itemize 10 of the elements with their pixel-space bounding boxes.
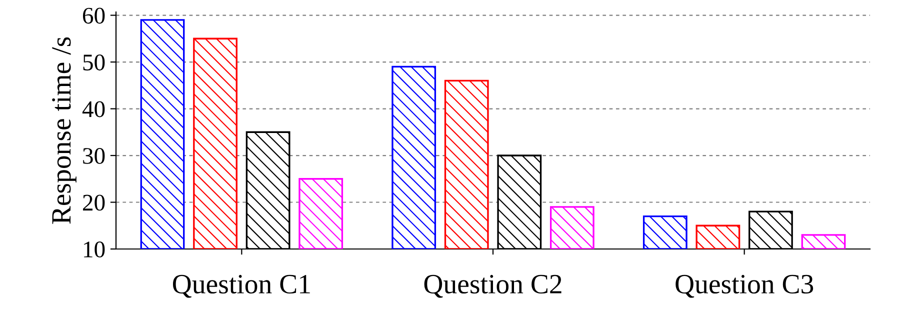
y-tick-label: 60 xyxy=(82,8,105,24)
x-tick-label: Question C3 xyxy=(676,274,814,298)
y-tick-label: 40 xyxy=(82,101,105,118)
x-tick-label: Question C2 xyxy=(424,274,562,298)
y-axis-title: Response time /s xyxy=(52,37,76,224)
y-tick-label: 30 xyxy=(83,148,105,164)
y-tick-label: 10 xyxy=(84,241,105,258)
x-tick-label: Question C1 xyxy=(172,274,310,298)
y-tick-label: 50 xyxy=(83,54,105,70)
y-tick-label: 20 xyxy=(83,194,105,211)
